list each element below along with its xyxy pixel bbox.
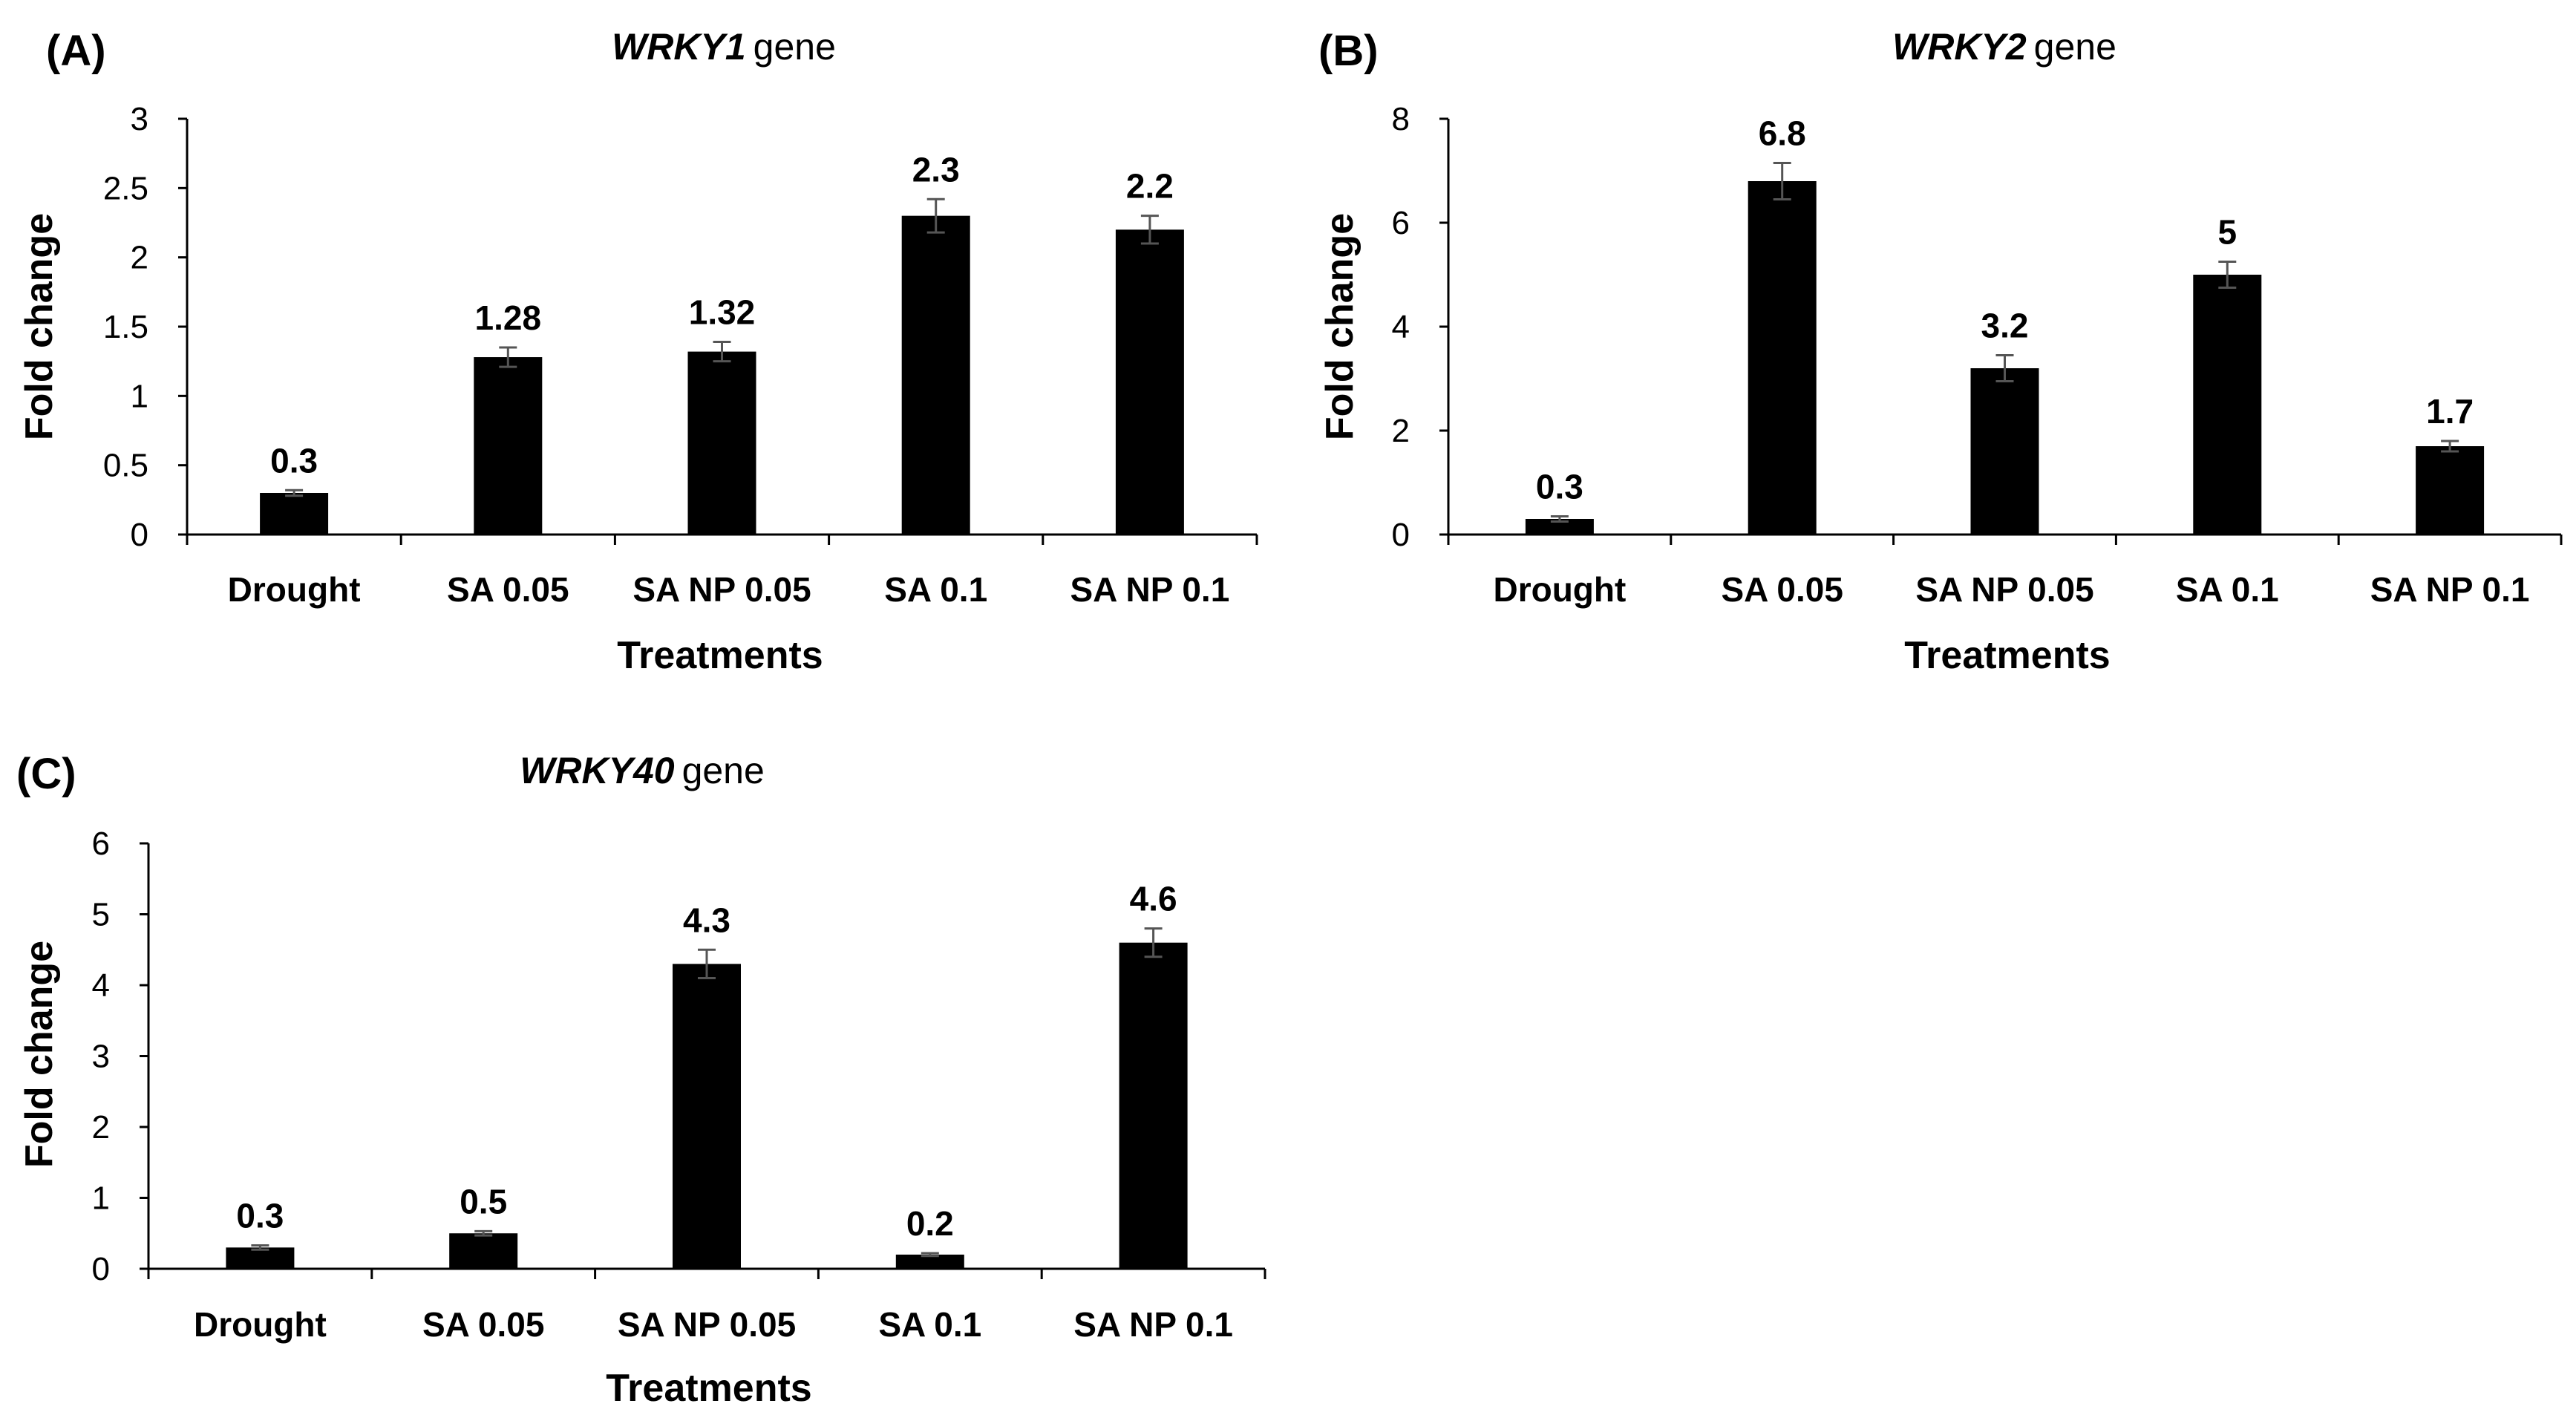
- chart-wrky2: (B) WRKY2 gene 0 2 4 6 8 0.3 Drought 6.8 SA 0.05 3.2…: [1318, 26, 2563, 677]
- y-tick-label: 4: [1392, 309, 1410, 345]
- x-tick-label-sa-np-0-05: SA NP 0.05: [632, 570, 811, 609]
- bar-sa-np-0-1: [2416, 446, 2485, 535]
- x-tick-label-sa-0-1: SA 0.1: [884, 570, 987, 609]
- data-label-sa-np-0-05: 3.2: [1981, 307, 2029, 345]
- x-axis-title: Treatments: [1904, 634, 2110, 677]
- x-tick-label-drought: Drought: [228, 570, 361, 609]
- data-label-sa-0-05: 6.8: [1759, 114, 1806, 153]
- chart-title-gene: WRKY2: [1892, 26, 2027, 68]
- y-tick-label: 6: [1392, 205, 1410, 241]
- data-label-drought: 0.3: [236, 1196, 284, 1235]
- x-tick-label-sa-0-1: SA 0.1: [878, 1305, 981, 1344]
- chart-title: WRKY1 gene: [612, 26, 836, 68]
- data-label-drought: 0.3: [1536, 468, 1583, 506]
- chart-title-suffix: gene: [682, 750, 765, 791]
- data-label-sa-np-0-1: 1.7: [2426, 392, 2474, 431]
- x-tick-label-drought: Drought: [1493, 570, 1626, 609]
- panel-label: (B): [1318, 27, 1379, 75]
- x-tick-label-sa-np-0-1: SA NP 0.1: [2370, 570, 2530, 609]
- data-label-sa-0-1: 5: [2218, 213, 2237, 252]
- bar-sa-0-05: [474, 357, 543, 535]
- y-axis-title: Fold change: [18, 213, 61, 440]
- chart-title-suffix: gene: [753, 26, 836, 68]
- data-label-sa-np-0-05: 1.32: [689, 293, 756, 332]
- data-label-sa-0-1: 0.2: [906, 1204, 954, 1243]
- y-tick-label: 4: [92, 967, 110, 1004]
- bar-sa-0-05: [1748, 181, 1817, 535]
- data-label-sa-0-1: 2.3: [912, 150, 960, 189]
- y-tick-label: 2: [1392, 413, 1410, 449]
- bar-sa-0-1: [901, 215, 970, 535]
- data-label-drought: 0.3: [270, 441, 318, 480]
- x-tick-label-sa-np-0-05: SA NP 0.05: [1915, 570, 2093, 609]
- x-tick-label-sa-np-0-1: SA NP 0.1: [1070, 570, 1230, 609]
- y-tick-label: 8: [1392, 101, 1410, 137]
- y-tick-label: 0: [1392, 517, 1410, 553]
- y-tick-label: 1.5: [103, 309, 148, 345]
- chart-title-gene: WRKY40: [520, 750, 675, 791]
- bar-sa-0-1: [2193, 275, 2262, 535]
- chart-wrky40: (C) WRKY40 gene 0 1 2 3 4 5 6 0.3 Drought 0.5 SA 0.05…: [16, 750, 1266, 1410]
- y-tick-label: 2.5: [103, 170, 148, 206]
- x-tick-label-sa-np-0-05: SA NP 0.05: [618, 1305, 796, 1344]
- bar-sa-np-0-1: [1115, 229, 1184, 535]
- chart-wrky1: (A) WRKY1 gene 0 0.5 1 1.5 2 2.5 3 0.3 Drought 1.28 S…: [18, 26, 1258, 677]
- chart-title-gene: WRKY1: [612, 26, 746, 68]
- x-tick-label-sa-0-1: SA 0.1: [2176, 570, 2279, 609]
- y-axis-title: Fold change: [1318, 213, 1361, 440]
- y-tick-label: 0: [131, 517, 148, 553]
- y-tick-label: 0.5: [103, 448, 148, 484]
- bar-sa-0-05: [449, 1233, 518, 1269]
- bar-sa-np-0-05: [673, 964, 741, 1269]
- bar-drought: [1525, 519, 1594, 535]
- panel-label: (A): [46, 27, 106, 75]
- bar-drought: [226, 1247, 295, 1269]
- panel-label: (C): [16, 750, 76, 798]
- y-tick-label: 2: [92, 1109, 110, 1146]
- y-tick-label: 2: [131, 240, 148, 276]
- x-tick-label-sa-0-05: SA 0.05: [447, 570, 569, 609]
- x-tick-label-sa-0-05: SA 0.05: [1721, 570, 1843, 609]
- x-axis-title: Treatments: [606, 1367, 811, 1410]
- x-tick-label-drought: Drought: [194, 1305, 327, 1344]
- x-tick-label-sa-np-0-1: SA NP 0.1: [1073, 1305, 1233, 1344]
- chart-title-suffix: gene: [2034, 26, 2116, 68]
- data-label-sa-np-0-1: 2.2: [1126, 167, 1174, 206]
- y-axis-title: Fold change: [18, 941, 61, 1168]
- bar-drought: [260, 493, 329, 535]
- bar-sa-0-1: [895, 1254, 964, 1269]
- y-tick-label: 3: [131, 101, 148, 137]
- bar-sa-np-0-05: [1970, 368, 2039, 535]
- y-tick-label: 3: [92, 1039, 110, 1075]
- y-tick-label: 5: [92, 897, 110, 933]
- y-tick-label: 1: [92, 1180, 110, 1217]
- data-label-sa-0-05: 1.28: [475, 298, 542, 337]
- bar-sa-np-0-1: [1119, 942, 1188, 1269]
- x-axis-title: Treatments: [617, 634, 823, 677]
- x-tick-label-sa-0-05: SA 0.05: [422, 1305, 545, 1344]
- chart-title: WRKY40 gene: [520, 750, 765, 791]
- data-label-sa-0-05: 0.5: [460, 1182, 507, 1221]
- data-label-sa-np-0-1: 4.6: [1130, 880, 1177, 918]
- y-tick-label: 1: [131, 378, 148, 414]
- bar-sa-np-0-05: [687, 351, 756, 535]
- y-tick-label: 6: [92, 826, 110, 862]
- y-tick-label: 0: [92, 1251, 110, 1287]
- data-label-sa-np-0-05: 4.3: [683, 901, 730, 939]
- chart-title: WRKY2 gene: [1892, 26, 2116, 68]
